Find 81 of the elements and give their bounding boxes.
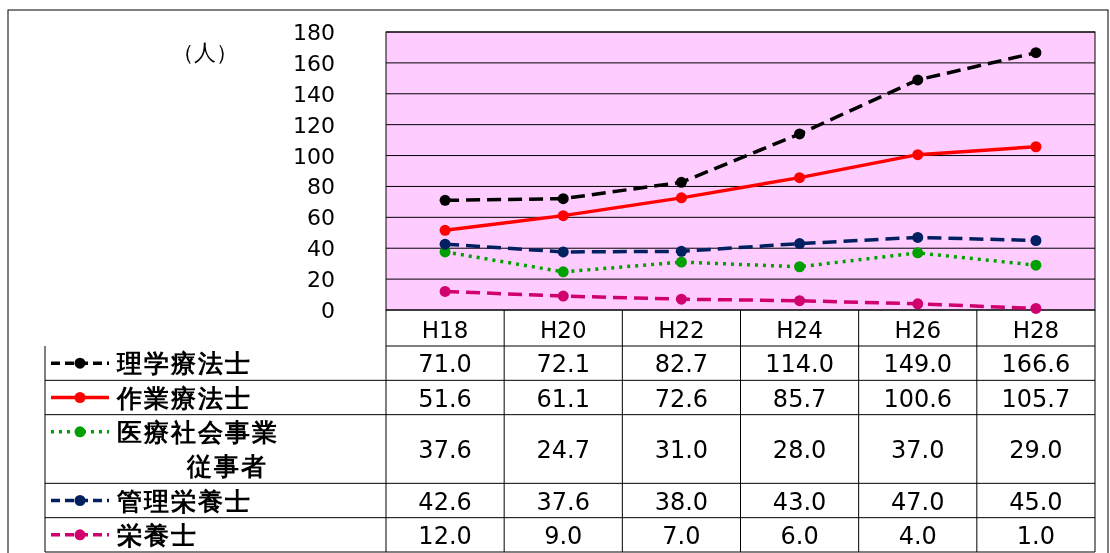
legend-label: 医療社会事業従事者	[117, 417, 279, 482]
legend-label: 管理栄養士	[116, 486, 252, 516]
data-label: 24.7	[536, 436, 590, 464]
data-label: 82.7	[654, 350, 709, 379]
legend-label: 栄養士	[117, 520, 198, 550]
point	[912, 247, 924, 259]
data-label: 37.6	[418, 436, 472, 464]
point	[1030, 235, 1042, 246]
x-tick-label: H22	[658, 317, 705, 343]
data-label: 72.1	[536, 350, 590, 379]
point	[675, 192, 687, 204]
point	[1030, 141, 1042, 153]
point	[557, 266, 569, 278]
point	[794, 172, 806, 184]
y-tick-label: 180	[293, 20, 335, 45]
data-label: 114.0	[765, 350, 834, 379]
data-label: 166.6	[1001, 350, 1071, 379]
point	[912, 74, 924, 86]
point	[439, 194, 451, 206]
point	[794, 128, 806, 140]
data-label: 12.0	[418, 521, 472, 550]
data-label: 4.0	[898, 521, 937, 550]
data-label: 100.6	[883, 384, 953, 413]
point	[1030, 259, 1042, 271]
legend-label: 作業療法士	[116, 383, 252, 413]
point	[557, 290, 569, 302]
point	[557, 210, 569, 222]
data-label: 38.0	[654, 487, 709, 516]
data-label: 149.0	[883, 350, 953, 379]
y-tick-label: 80	[307, 174, 335, 200]
y-axis-title: （人）	[172, 40, 238, 65]
x-tick-label: H24	[776, 317, 823, 343]
point	[912, 231, 924, 243]
data-label: 6.0	[780, 521, 819, 550]
data-label: 37.0	[891, 436, 945, 464]
point	[1030, 47, 1042, 59]
y-tick-label: 100	[293, 143, 335, 169]
data-label: 42.6	[418, 487, 472, 516]
y-tick-label: 60	[307, 205, 335, 231]
legend-label: 理学療法士	[116, 349, 252, 379]
x-tick-label: H28	[1012, 317, 1060, 343]
point	[439, 224, 451, 236]
data-label: 51.6	[418, 384, 472, 413]
data-label: 105.7	[1001, 384, 1071, 413]
y-tick-label: 140	[293, 81, 335, 107]
point	[675, 245, 687, 257]
y-tick-label: 120	[293, 112, 335, 138]
y-tick-label: 0	[321, 298, 335, 323]
point	[794, 261, 806, 273]
data-label: 71.0	[418, 350, 472, 379]
data-label: 37.6	[536, 487, 590, 516]
point	[675, 256, 687, 268]
point	[557, 193, 569, 205]
point	[439, 238, 451, 250]
data-label: 45.0	[1009, 487, 1063, 516]
x-tick-label: H18	[421, 317, 469, 343]
data-label: 47.0	[891, 487, 945, 516]
point	[794, 238, 806, 250]
data-label: 28.0	[772, 436, 827, 464]
y-tick-label: 20	[307, 267, 335, 293]
point	[675, 293, 687, 305]
point	[675, 176, 687, 188]
data-label: 85.7	[772, 384, 827, 413]
data-label: 43.0	[772, 487, 827, 516]
data-label: 1.0	[1016, 521, 1055, 550]
point	[1030, 302, 1042, 314]
data-label: 9.0	[544, 521, 583, 550]
data-label: 61.1	[536, 384, 590, 413]
y-tick-label: 160	[293, 50, 335, 76]
data-label: 31.0	[654, 436, 709, 464]
point	[912, 298, 924, 310]
data-label: 7.0	[662, 521, 701, 550]
x-tick-label: H20	[539, 317, 587, 343]
y-tick-label: 40	[307, 236, 335, 262]
point	[557, 246, 569, 258]
x-tick-label: H26	[894, 317, 942, 343]
point	[794, 295, 806, 307]
data-label: 29.0	[1009, 436, 1063, 464]
point	[912, 149, 924, 161]
point	[439, 285, 451, 297]
data-label: 72.6	[654, 384, 709, 413]
